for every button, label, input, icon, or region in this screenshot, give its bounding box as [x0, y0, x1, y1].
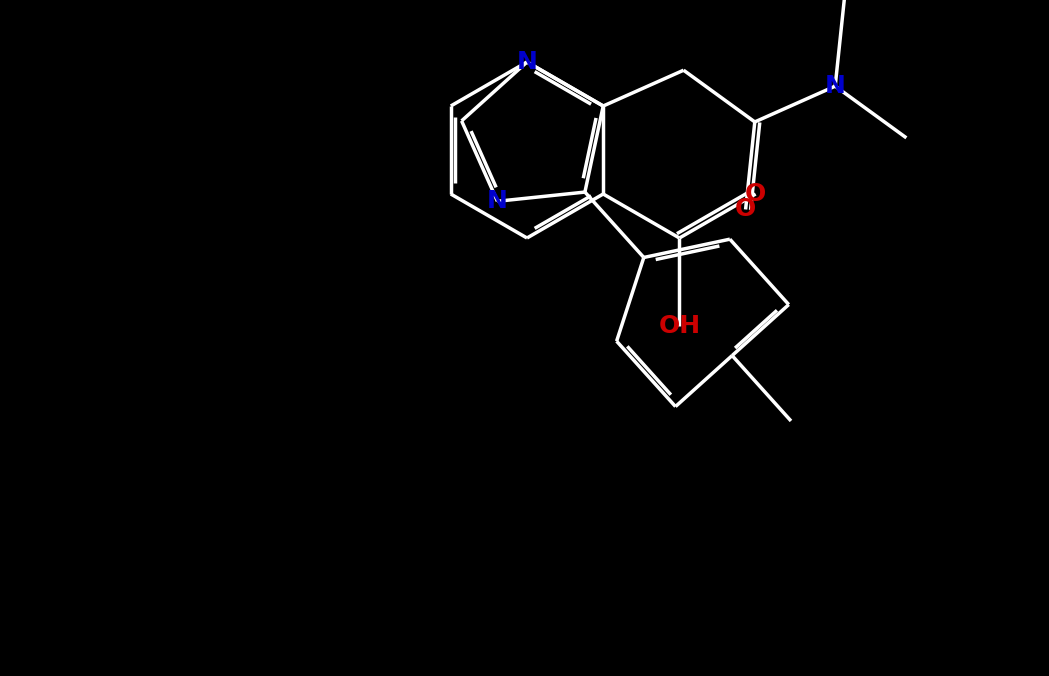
Text: N: N	[487, 189, 508, 213]
Text: O: O	[745, 182, 766, 206]
Text: OH: OH	[659, 314, 701, 338]
Text: N: N	[516, 50, 537, 74]
Text: N: N	[825, 74, 845, 98]
Text: O: O	[735, 197, 756, 222]
